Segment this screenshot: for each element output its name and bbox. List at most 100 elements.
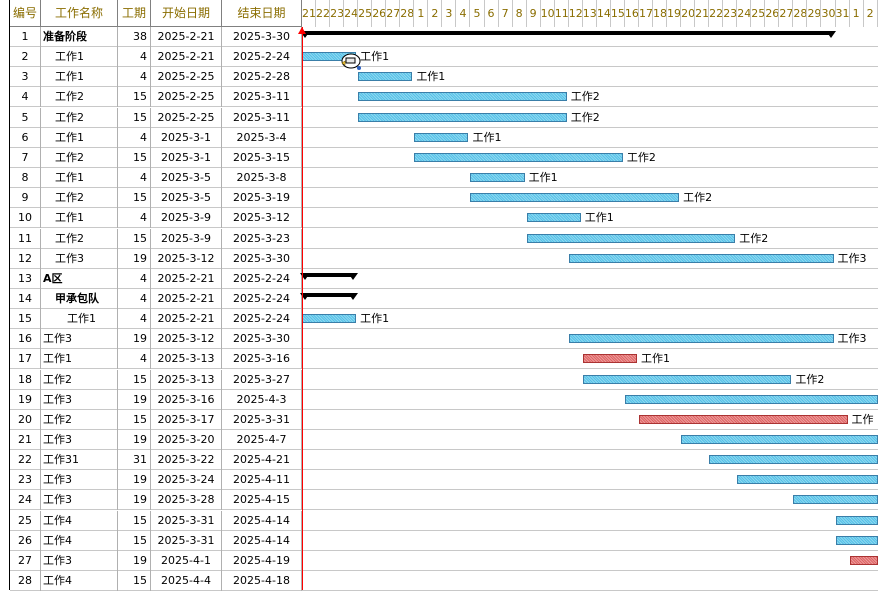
- timeline-tick: 21: [302, 0, 317, 27]
- summary-bar[interactable]: [299, 292, 359, 300]
- task-end-date: 2025-3-30: [222, 248, 302, 269]
- task-duration: 15: [118, 188, 151, 209]
- table-row[interactable]: 9 工作2 15 2025-3-5 2025-3-19: [10, 188, 878, 209]
- task-start-date: 2025-2-21: [151, 47, 222, 68]
- table-row[interactable]: 6 工作1 4 2025-3-1 2025-3-4: [10, 127, 878, 148]
- critical-task-bar[interactable]: [582, 354, 637, 364]
- table-row[interactable]: 4 工作2 15 2025-2-25 2025-3-11: [10, 87, 878, 108]
- header-end-date[interactable]: 结束日期: [222, 0, 302, 27]
- timeline-tick: 17: [639, 0, 653, 27]
- timeline-tick: 26: [372, 0, 387, 27]
- table-row[interactable]: 15 工作1 4 2025-2-21 2025-2-24: [10, 309, 878, 330]
- table-row[interactable]: 2 工作1 4 2025-2-21 2025-2-24: [10, 47, 878, 68]
- table-row[interactable]: 21 工作3 19 2025-3-20 2025-4-7: [10, 430, 878, 450]
- table-row[interactable]: 12 工作3 19 2025-3-12 2025-3-30: [10, 248, 878, 269]
- task-end-date: 2025-2-24: [222, 288, 302, 309]
- task-bar[interactable]: [582, 374, 792, 384]
- table-row[interactable]: 28 工作4 15 2025-4-4 2025-4-18: [10, 571, 878, 591]
- summary-bar[interactable]: [299, 272, 359, 280]
- critical-task-bar[interactable]: [849, 555, 878, 565]
- header-name[interactable]: 工作名称: [41, 0, 118, 27]
- task-bar[interactable]: [681, 435, 878, 444]
- row-id: 21: [10, 430, 41, 450]
- table-row[interactable]: 24 工作3 19 2025-3-28 2025-4-15: [10, 490, 878, 511]
- task-name: 工作2: [41, 87, 118, 108]
- task-end-date: 2025-3-30: [222, 329, 302, 350]
- table-row[interactable]: 11 工作2 15 2025-3-9 2025-3-23: [10, 228, 878, 249]
- task-bar[interactable]: [568, 334, 834, 344]
- header-duration[interactable]: 工期: [118, 0, 151, 27]
- timeline-tick: 6: [485, 0, 499, 27]
- timeline-tick: 24: [344, 0, 359, 27]
- task-bar[interactable]: [737, 475, 878, 485]
- timeline-tick: 9: [527, 0, 541, 27]
- table-row[interactable]: 26 工作4 15 2025-3-31 2025-4-14: [10, 530, 878, 551]
- table-row[interactable]: 22 工作31 31 2025-3-22 2025-4-21: [10, 450, 878, 471]
- row-id: 3: [10, 67, 41, 88]
- task-name: 工作31: [41, 450, 118, 471]
- task-end-date: 2025-4-3: [222, 389, 302, 410]
- task-name: 工作3: [41, 550, 118, 571]
- row-id: 23: [10, 470, 41, 491]
- table-row[interactable]: 25 工作4 15 2025-3-31 2025-4-14: [10, 510, 878, 531]
- task-bar[interactable]: [414, 132, 469, 142]
- task-bar[interactable]: [414, 152, 623, 162]
- task-start-date: 2025-3-17: [151, 409, 222, 430]
- task-bar[interactable]: [624, 394, 878, 404]
- task-bar[interactable]: [709, 455, 878, 465]
- task-duration: 15: [118, 107, 151, 128]
- task-name: 工作1: [41, 67, 118, 88]
- task-end-date: 2025-4-15: [222, 490, 302, 511]
- task-bar[interactable]: [526, 213, 581, 223]
- table-row[interactable]: 23 工作3 19 2025-3-24 2025-4-11: [10, 470, 878, 491]
- task-end-date: 2025-3-27: [222, 369, 302, 390]
- task-name: 工作3: [41, 329, 118, 350]
- task-end-date: 2025-4-14: [222, 510, 302, 531]
- timeline-tick: 10: [541, 0, 555, 27]
- task-start-date: 2025-3-20: [151, 430, 222, 450]
- table-row[interactable]: 20 工作2 15 2025-3-17 2025-3-31: [10, 409, 878, 430]
- task-bar[interactable]: [358, 112, 567, 122]
- table-row[interactable]: 14 甲承包队 4 2025-2-21 2025-2-24: [10, 288, 878, 309]
- table-row[interactable]: 16 工作3 19 2025-3-12 2025-3-30: [10, 329, 878, 350]
- row-id: 28: [10, 571, 41, 591]
- row-id: 11: [10, 228, 41, 249]
- header-start-date[interactable]: 开始日期: [151, 0, 222, 27]
- task-start-date: 2025-3-9: [151, 228, 222, 249]
- table-row[interactable]: 3 工作1 4 2025-2-25 2025-2-28: [10, 67, 878, 88]
- task-bar[interactable]: [358, 92, 567, 102]
- table-row[interactable]: 5 工作2 15 2025-2-25 2025-3-11: [10, 107, 878, 128]
- task-start-date: 2025-3-13: [151, 369, 222, 390]
- critical-task-bar[interactable]: [638, 414, 848, 424]
- task-bar[interactable]: [470, 193, 680, 203]
- task-bar[interactable]: [302, 314, 357, 324]
- task-start-date: 2025-3-5: [151, 188, 222, 209]
- timeline-tick: 20: [681, 0, 696, 27]
- table-row[interactable]: 18 工作2 15 2025-3-13 2025-3-27: [10, 369, 878, 390]
- table-row[interactable]: 13 A区 4 2025-2-21 2025-2-24: [10, 268, 878, 289]
- task-bar[interactable]: [835, 535, 878, 545]
- task-bar[interactable]: [568, 253, 834, 263]
- table-row[interactable]: 7 工作2 15 2025-3-1 2025-3-15: [10, 147, 878, 168]
- task-name: 工作1: [41, 309, 118, 330]
- task-bar[interactable]: [470, 173, 525, 183]
- task-bar[interactable]: [358, 72, 413, 82]
- header-id[interactable]: 编号: [10, 0, 41, 27]
- task-bar[interactable]: [526, 233, 736, 243]
- task-start-date: 2025-3-24: [151, 470, 222, 491]
- table-row[interactable]: 10 工作1 4 2025-3-9 2025-3-12: [10, 208, 878, 229]
- row-id: 7: [10, 147, 41, 168]
- row-id: 18: [10, 369, 41, 390]
- task-bar[interactable]: [835, 515, 878, 525]
- table-row[interactable]: 1 准备阶段 38 2025-2-21 2025-3-30: [10, 27, 878, 47]
- summary-bar[interactable]: [300, 31, 836, 38]
- table-row[interactable]: 27 工作3 19 2025-4-1 2025-4-19: [10, 550, 878, 571]
- task-name: 工作4: [41, 571, 118, 591]
- table-row[interactable]: 19 工作3 19 2025-3-16 2025-4-3: [10, 389, 878, 410]
- table-row[interactable]: 17 工作1 4 2025-3-13 2025-3-16: [10, 349, 878, 370]
- table-row[interactable]: 8 工作1 4 2025-3-5 2025-3-8: [10, 168, 878, 189]
- task-duration: 19: [118, 490, 151, 511]
- task-bar[interactable]: [793, 495, 878, 505]
- task-start-date: 2025-4-1: [151, 550, 222, 571]
- bar-label: 工作3: [837, 332, 867, 346]
